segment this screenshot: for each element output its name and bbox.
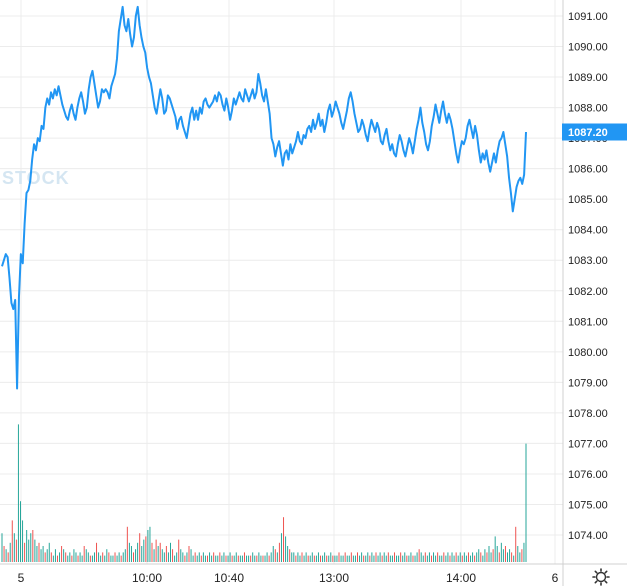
y-tick-label: 1089.00 — [568, 72, 608, 84]
y-tick-label: 1084.00 — [568, 225, 608, 237]
x-tick-label: 6 — [552, 571, 559, 585]
grid — [0, 0, 563, 564]
x-tick-label: 10:40 — [214, 571, 244, 585]
x-tick-label: 5 — [18, 571, 25, 585]
x-tick-label: 13:00 — [319, 571, 349, 585]
price-line — [1, 5, 527, 390]
y-tick-label: 1090.00 — [568, 42, 608, 54]
x-axis[interactable]: 5 10:00 10:40 13:00 14:00 6 — [0, 563, 627, 585]
y-tick-label: 1077.00 — [568, 438, 608, 450]
y-tick-label: 1074.00 — [568, 530, 608, 542]
last-price-tag: 1087.20 — [562, 123, 627, 141]
price-series-line — [1, 5, 527, 390]
y-tick-label: 1079.00 — [568, 377, 608, 389]
y-tick-label: 1085.00 — [568, 194, 608, 206]
y-axis[interactable]: 1074.00 1075.00 1076.00 1077.00 1078.00 1079.… — [562, 0, 608, 586]
watermark: STOCK — [2, 168, 70, 188]
y-tick-label: 1088.00 — [568, 103, 608, 115]
y-tick-label: 1075.00 — [568, 499, 608, 511]
y-tick-label: 1076.00 — [568, 469, 608, 481]
settings-gear-icon[interactable] — [592, 568, 610, 586]
x-tick-label: 10:00 — [132, 571, 162, 585]
y-tick-label: 1078.00 — [568, 408, 608, 420]
y-tick-label: 1082.00 — [568, 286, 608, 298]
y-tick-label: 1091.00 — [568, 11, 608, 23]
last-price-tag-box — [562, 123, 627, 141]
y-tick-label: 1081.00 — [568, 316, 608, 328]
last-price-label: 1087.20 — [568, 127, 608, 139]
y-tick-label: 1086.00 — [568, 164, 608, 176]
volume-bars — [1, 424, 527, 562]
y-tick-label: 1080.00 — [568, 347, 608, 359]
y-tick-label: 1083.00 — [568, 255, 608, 267]
x-tick-label: 14:00 — [446, 571, 476, 585]
